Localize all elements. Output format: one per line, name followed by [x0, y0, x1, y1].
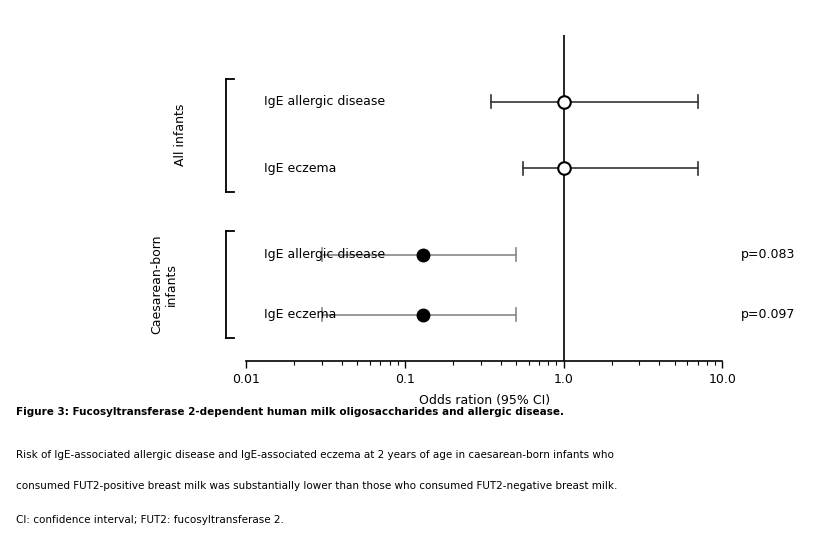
Text: All infants: All infants: [174, 104, 187, 166]
Text: consumed FUT2-positive breast milk was substantially lower than those who consum: consumed FUT2-positive breast milk was s…: [16, 481, 617, 491]
Text: IgE allergic disease: IgE allergic disease: [264, 248, 386, 261]
Text: IgE eczema: IgE eczema: [264, 162, 337, 175]
Text: CI: confidence interval; FUT2: fucosyltransferase 2.: CI: confidence interval; FUT2: fucosyltr…: [16, 515, 284, 525]
Text: p=0.083: p=0.083: [741, 248, 795, 261]
Text: IgE allergic disease: IgE allergic disease: [264, 95, 386, 108]
Text: Figure 3: Fucosyltransferase 2-dependent human milk oligosaccharides and allergi: Figure 3: Fucosyltransferase 2-dependent…: [16, 407, 564, 417]
X-axis label: Odds ration (95% CI): Odds ration (95% CI): [419, 394, 550, 407]
Text: Caesarean-born
infants: Caesarean-born infants: [150, 235, 178, 334]
Text: p=0.097: p=0.097: [741, 308, 795, 321]
Text: Risk of IgE-associated allergic disease and IgE-associated eczema at 2 years of : Risk of IgE-associated allergic disease …: [16, 450, 614, 460]
Text: IgE eczema: IgE eczema: [264, 308, 337, 321]
